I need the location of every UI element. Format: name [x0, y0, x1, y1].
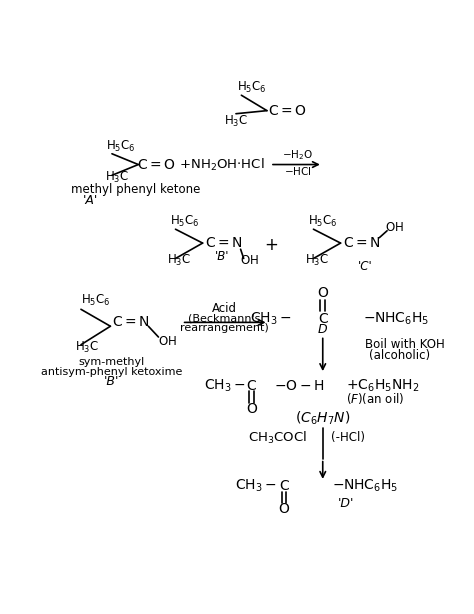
- Text: $\mathregular{H_5C_6}$: $\mathregular{H_5C_6}$: [81, 293, 110, 308]
- Text: $\mathregular{C{=}N}$: $\mathregular{C{=}N}$: [205, 236, 243, 250]
- Text: $\mathregular{-H_2O}$: $\mathregular{-H_2O}$: [283, 149, 313, 162]
- Text: O: O: [279, 502, 290, 516]
- Text: Acid: Acid: [212, 302, 237, 315]
- Text: $(C_6H_7N)$: $(C_6H_7N)$: [295, 410, 350, 427]
- Text: (alcoholic): (alcoholic): [369, 349, 430, 362]
- Text: rearrangement): rearrangement): [180, 323, 269, 333]
- Text: antisym-phenyl ketoxime: antisym-phenyl ketoxime: [41, 367, 182, 378]
- Text: D: D: [318, 323, 328, 336]
- Text: $\mathregular{H_5C_6}$: $\mathregular{H_5C_6}$: [107, 139, 136, 154]
- Text: O: O: [317, 286, 328, 300]
- Text: $\mathregular{-NHC_6H_5}$: $\mathregular{-NHC_6H_5}$: [332, 478, 398, 494]
- Text: $\mathregular{C{=}O}$: $\mathregular{C{=}O}$: [268, 104, 307, 118]
- Text: $\mathregular{OH}$: $\mathregular{OH}$: [384, 221, 403, 234]
- Text: 'D': 'D': [338, 497, 354, 510]
- Text: $\mathregular{CH_3-}$: $\mathregular{CH_3-}$: [250, 310, 292, 327]
- Text: C: C: [318, 311, 328, 325]
- Text: $\mathregular{+NH_2OH{\cdot}HCl}$: $\mathregular{+NH_2OH{\cdot}HCl}$: [179, 157, 265, 173]
- Text: $\mathregular{C{=}N}$: $\mathregular{C{=}N}$: [112, 316, 150, 329]
- Text: $\mathregular{H_3C}$: $\mathregular{H_3C}$: [105, 170, 128, 185]
- Text: $\mathregular{H_5C_6}$: $\mathregular{H_5C_6}$: [170, 214, 200, 229]
- Text: $\mathregular{OH}$: $\mathregular{OH}$: [158, 335, 177, 348]
- Text: $\mathregular{OH}$: $\mathregular{OH}$: [240, 254, 258, 266]
- Text: $\mathregular{-NHC_6H_5}$: $\mathregular{-NHC_6H_5}$: [363, 310, 429, 327]
- Text: $\mathregular{H_5C_6}$: $\mathregular{H_5C_6}$: [308, 214, 337, 229]
- Text: $\mathregular{CH_3COCl}$: $\mathregular{CH_3COCl}$: [248, 430, 307, 446]
- Text: sym-methyl: sym-methyl: [79, 357, 145, 367]
- Text: $\mathregular{H_3C}$: $\mathregular{H_3C}$: [167, 253, 191, 268]
- Text: $\mathregular{H_3C}$: $\mathregular{H_3C}$: [224, 114, 248, 129]
- Text: $\mathregular{CH_3-}$: $\mathregular{CH_3-}$: [235, 478, 276, 494]
- Text: O: O: [246, 402, 257, 416]
- Text: $\mathregular{C{=}N}$: $\mathregular{C{=}N}$: [343, 236, 380, 250]
- Text: +: +: [264, 236, 278, 254]
- Text: 'B': 'B': [215, 250, 229, 263]
- Text: $\mathregular{-O-H}$: $\mathregular{-O-H}$: [274, 378, 325, 392]
- Text: $\mathregular{H_3C}$: $\mathregular{H_3C}$: [75, 340, 99, 356]
- Text: C: C: [279, 479, 289, 492]
- Text: 'A': 'A': [82, 194, 98, 208]
- Text: $(F)$(an oil): $(F)$(an oil): [346, 391, 404, 406]
- Text: $\mathregular{CH_3-}$: $\mathregular{CH_3-}$: [203, 378, 245, 394]
- Text: $\mathregular{H_3C}$: $\mathregular{H_3C}$: [305, 253, 329, 268]
- Text: $\mathregular{C{=}O}$: $\mathregular{C{=}O}$: [137, 158, 176, 171]
- Text: C: C: [246, 378, 256, 392]
- Text: Boil with KOH: Boil with KOH: [365, 338, 445, 351]
- Text: 'C': 'C': [358, 260, 373, 273]
- Text: 'B': 'B': [104, 375, 119, 388]
- Text: methyl phenyl ketone: methyl phenyl ketone: [71, 183, 200, 196]
- Text: (-HCl): (-HCl): [330, 432, 365, 445]
- Text: (Beckmann's: (Beckmann's: [188, 314, 261, 324]
- Text: $\mathregular{-HCl}$: $\mathregular{-HCl}$: [284, 165, 312, 177]
- Text: $\mathregular{H_5C_6}$: $\mathregular{H_5C_6}$: [237, 80, 266, 95]
- Text: $\mathregular{+C_6H_5NH_2}$: $\mathregular{+C_6H_5NH_2}$: [346, 378, 419, 394]
